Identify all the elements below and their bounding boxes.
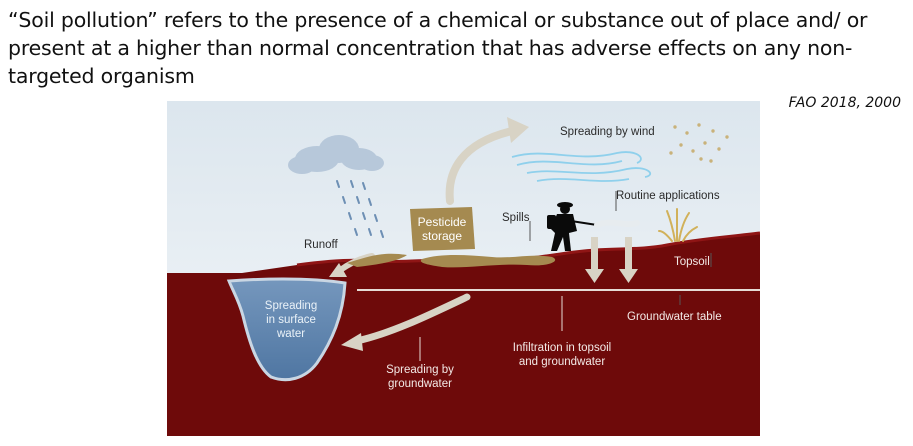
spreading-by-wind-label: Spreading by wind [560, 126, 655, 138]
infiltration-label-2: and groundwater [519, 356, 605, 368]
citation: FAO 2018, 2000 [788, 95, 901, 111]
leader-lines-soil [419, 296, 563, 361]
soil-pollution-diagram: Pesticide storage [167, 101, 760, 436]
wind-arrowhead [507, 117, 529, 143]
groundwater-table-label: Groundwater table [627, 311, 722, 323]
rain [336, 180, 384, 238]
definition-line-1: “Soil pollution” refers to the presence … [8, 8, 868, 32]
spreading-by-groundwater-label-1: Spreading by [386, 364, 454, 376]
pesticide-storage-box [410, 207, 475, 251]
leader-lines [529, 191, 712, 305]
wind-lines [511, 151, 651, 182]
infiltration-arrows [585, 237, 638, 283]
infiltration-label-1: Infiltration in topsoil [513, 342, 611, 354]
runoff-arrowhead [329, 263, 347, 277]
groundwater-arrowhead [341, 333, 363, 351]
definition-line-2: present at a higher than normal concentr… [8, 36, 853, 60]
wind-arrow [445, 127, 516, 205]
wind-particles [669, 123, 729, 163]
diagram-canvas: Pesticide storage [167, 101, 760, 436]
surface-water-label-3: water [276, 328, 305, 340]
surface-water-basin [226, 277, 347, 382]
definition-line-3: targeted organism [8, 64, 195, 88]
pesticide-storage-label-1: Pesticide [418, 215, 467, 229]
surface-water-label-2: in surface [266, 314, 316, 326]
spills-label: Spills [502, 212, 530, 224]
pesticide-storage-label-2: storage [422, 229, 462, 243]
routine-applications-label: Routine applications [616, 190, 720, 202]
farmer-silhouette [547, 202, 577, 251]
spill-puddle [420, 255, 556, 268]
runoff-label: Runoff [304, 239, 338, 251]
surface-water-label-1: Spreading [265, 300, 317, 312]
crop-plant [658, 208, 698, 242]
rain-cloud [288, 135, 384, 174]
groundwater-arrow [353, 293, 471, 345]
topsoil-label: Topsoil [674, 256, 710, 268]
spreading-by-groundwater-label-2: groundwater [388, 378, 452, 390]
runoff-stream [347, 253, 407, 267]
spray-mist [594, 219, 640, 228]
spray-wand [570, 220, 598, 226]
definition-text: “Soil pollution” refers to the presence … [8, 6, 888, 90]
